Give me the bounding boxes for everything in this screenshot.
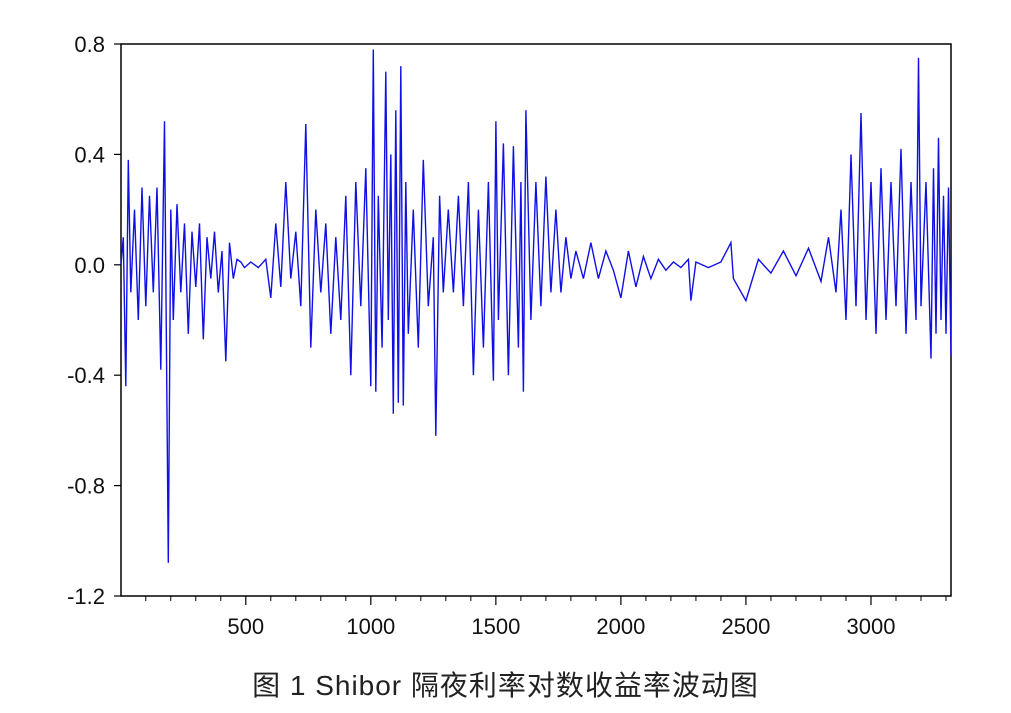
y-tick-label: 0.4 xyxy=(74,142,105,167)
figure-caption: 图 1 Shibor 隔夜利率对数收益率波动图 xyxy=(252,670,759,701)
y-tick-label: 0.0 xyxy=(74,253,105,278)
y-tick-label: 0.8 xyxy=(74,32,105,57)
x-tick-label: 1500 xyxy=(471,614,520,639)
x-tick-label: 3000 xyxy=(846,614,895,639)
x-tick-label: 1000 xyxy=(346,614,395,639)
y-tick-label: -0.8 xyxy=(67,474,105,499)
x-tick-label: 2000 xyxy=(596,614,645,639)
x-axis: 500 1000 1500 2000 2500 3000 xyxy=(227,596,895,639)
x-axis-minor-ticks xyxy=(145,596,947,601)
y-axis: 0.8 0.4 0.0 -0.4 -0.8 -1.2 xyxy=(67,32,121,609)
y-tick-label: -1.2 xyxy=(67,584,105,609)
x-tick-label: 2500 xyxy=(721,614,770,639)
y-tick-label: -0.4 xyxy=(67,363,105,388)
series-line xyxy=(120,49,952,563)
chart: 0.8 0.4 0.0 -0.4 -0.8 -1.2 500 1000 1500 2000 250… xyxy=(67,32,952,639)
plot-area-frame xyxy=(120,43,952,597)
x-tick-label: 500 xyxy=(227,614,264,639)
